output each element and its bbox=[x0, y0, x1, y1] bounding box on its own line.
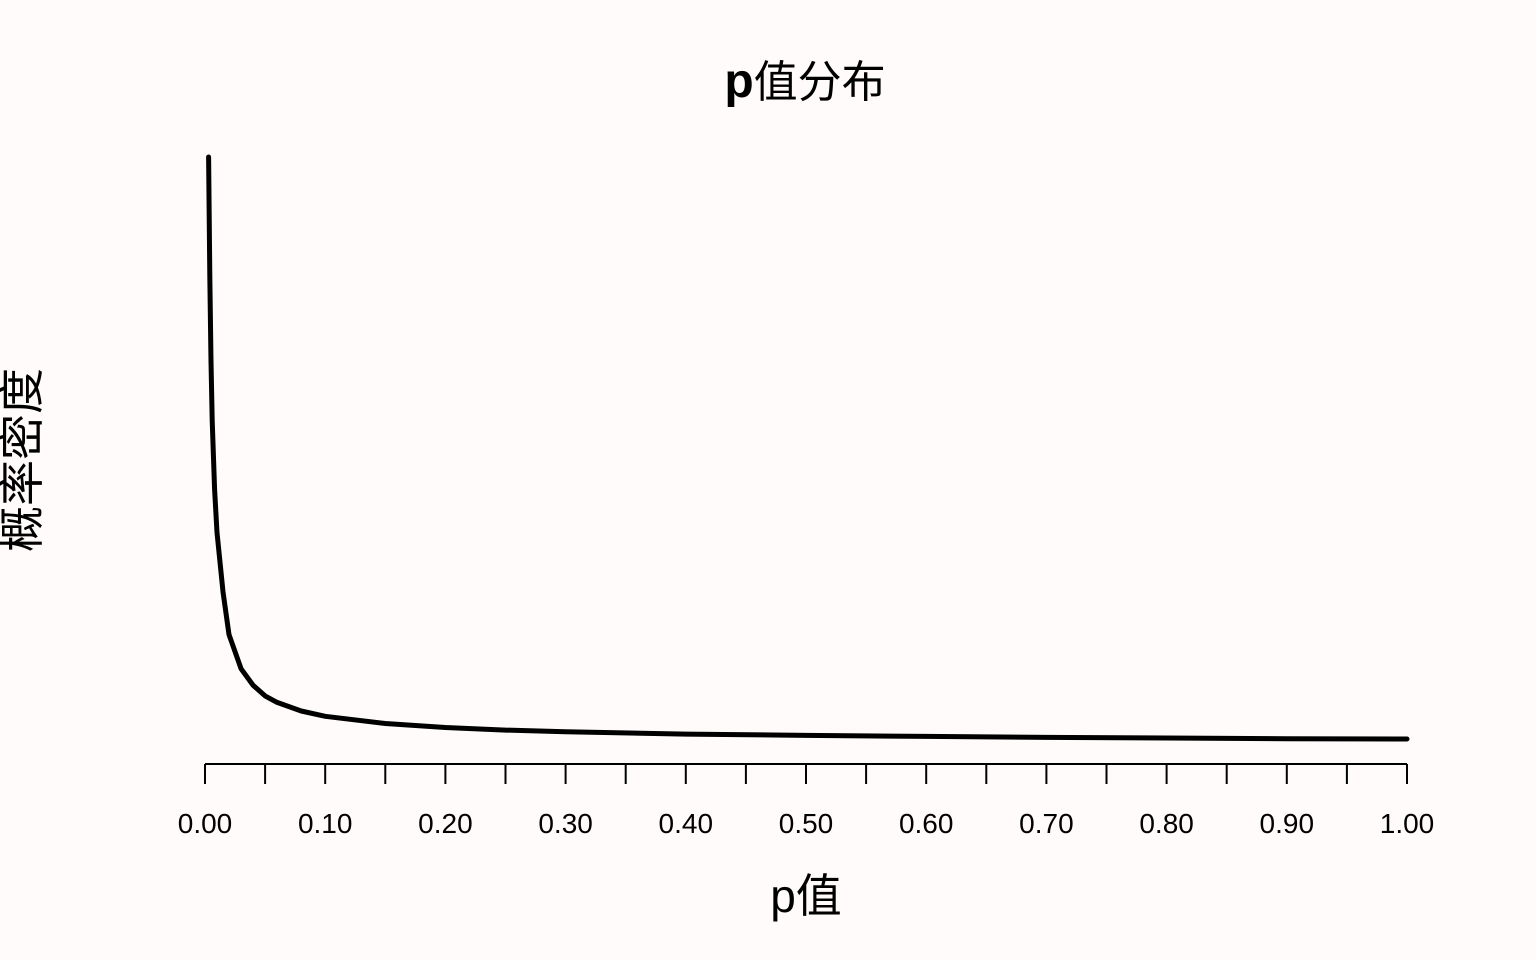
x-axis: 0.00 0.10 0.20 0.30 0.40 0.50 0.60 0.70 0.80 0.90… bbox=[178, 763, 1435, 839]
chart-title: p值分布 bbox=[724, 55, 885, 108]
x-tick-label: 0.40 bbox=[659, 808, 714, 839]
y-axis-label: 概率密度 bbox=[0, 368, 48, 552]
x-tick-label: 0.10 bbox=[298, 808, 353, 839]
series-line bbox=[206, 154, 1410, 742]
x-tick-label: 0.80 bbox=[1139, 808, 1194, 839]
chart-title-prefix: p bbox=[724, 55, 753, 108]
x-tick-label: 0.00 bbox=[178, 808, 233, 839]
x-tick-label: 0.60 bbox=[899, 808, 954, 839]
x-tick-label: 0.70 bbox=[1019, 808, 1074, 839]
x-tick-label: 0.90 bbox=[1260, 808, 1315, 839]
x-axis-label: p值 bbox=[770, 870, 842, 922]
plot-area bbox=[206, 154, 1410, 742]
x-tick-label: 0.50 bbox=[779, 808, 834, 839]
chart-title-suffix: 值分布 bbox=[754, 58, 886, 107]
x-tick-label: 0.20 bbox=[418, 808, 473, 839]
x-tick-label: 0.30 bbox=[538, 808, 593, 839]
x-tick-label: 1.00 bbox=[1380, 808, 1435, 839]
